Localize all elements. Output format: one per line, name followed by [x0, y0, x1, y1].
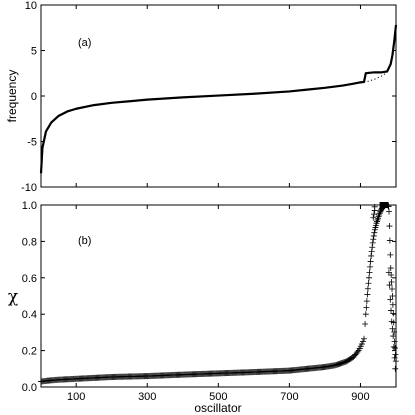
data-point-marker	[370, 236, 377, 243]
panel-b-frame	[40, 204, 397, 388]
data-point-marker	[358, 341, 365, 348]
data-point-marker	[365, 280, 372, 287]
data-point-marker	[359, 338, 366, 345]
data-point-marker	[389, 301, 396, 308]
y-tick-label: 10	[25, 0, 37, 12]
data-point-marker	[369, 244, 376, 251]
dotted-frequency-line	[342, 24, 397, 87]
x-tick-label: 700	[280, 391, 298, 403]
data-point-marker	[370, 214, 377, 221]
data-point-marker	[371, 229, 378, 236]
data-point-marker	[391, 329, 398, 336]
y-tick-label: -5	[27, 137, 37, 149]
data-point-marker	[388, 318, 395, 325]
data-point-marker	[367, 263, 374, 270]
panel-a-y-axis-label: frequency	[5, 70, 19, 123]
y-tick-label: 0.8	[22, 236, 37, 248]
data-point-marker	[371, 203, 378, 210]
data-point-marker	[367, 258, 374, 265]
data-point-marker	[364, 291, 371, 298]
data-point-marker	[370, 232, 377, 239]
y-tick-label: 1.0	[22, 200, 37, 212]
data-point-marker	[361, 335, 368, 342]
data-point-marker	[366, 269, 373, 276]
x-tick-label: 100	[67, 391, 85, 403]
panel-a: 10 5 0 -5 -10 (a) frequency	[5, 0, 398, 194]
panel-b-y-axis-label: χ	[8, 287, 18, 307]
data-point-marker	[363, 298, 370, 305]
data-point-marker	[368, 248, 375, 255]
data-point-marker	[385, 203, 392, 210]
data-point-marker	[391, 354, 398, 361]
y-tick-label: 5	[31, 46, 37, 58]
y-tick-label: -10	[21, 182, 37, 194]
panel-a-x-ticks	[75, 5, 361, 187]
data-point-marker	[362, 311, 369, 318]
y-tick-label: 0.0	[22, 382, 37, 394]
data-point-marker	[392, 365, 399, 372]
data-point-marker	[362, 321, 369, 328]
data-point-marker	[391, 338, 398, 345]
data-point-marker	[368, 252, 375, 259]
data-point-marker	[363, 304, 370, 311]
data-point-marker	[392, 345, 399, 352]
data-point-marker	[390, 343, 397, 350]
solid-frequency-line	[39, 24, 398, 174]
y-tick-label: 0.6	[22, 273, 37, 285]
data-point-marker	[386, 223, 393, 230]
data-point-marker	[385, 203, 392, 210]
x-tick-label: 300	[138, 391, 156, 403]
data-point-marker	[385, 269, 392, 276]
data-point-marker	[375, 213, 382, 220]
panel-b-label: (b)	[78, 235, 91, 247]
data-point-marker	[376, 212, 383, 219]
data-point-marker	[365, 274, 372, 281]
y-tick-label: 0.2	[22, 346, 37, 358]
x-tick-label: 500	[209, 391, 227, 403]
data-point-marker	[387, 265, 394, 272]
data-point-marker	[386, 237, 393, 244]
data-point-marker	[392, 351, 399, 358]
panel-b-x-ticks: 100 300 500 700 900	[67, 205, 370, 403]
data-point-marker	[388, 307, 395, 314]
x-tick-label: 900	[351, 391, 369, 403]
panel-b-y-ticks: 1.0 0.8 0.6 0.4 0.2 0.0	[22, 200, 396, 394]
data-point-marker	[387, 251, 394, 258]
data-point-marker	[373, 218, 380, 225]
panel-b: 1.0 0.8 0.6 0.4 0.2 0.0 100 300 500 700 900 (b) χ…	[8, 200, 399, 415]
data-point-marker	[387, 296, 394, 303]
data-point-marker	[388, 279, 395, 286]
data-point-marker	[390, 333, 397, 340]
y-tick-label: 0	[31, 91, 37, 103]
data-point-marker	[369, 239, 376, 246]
panel-a-series	[39, 24, 398, 174]
data-point-marker	[389, 293, 396, 299]
data-point-marker	[389, 325, 396, 332]
data-point-marker	[386, 282, 393, 289]
panel-a-y-ticks: 10 5 0 -5 -10	[21, 0, 396, 194]
data-point-marker	[370, 211, 377, 218]
panel-b-series	[38, 202, 399, 385]
data-point-marker	[389, 286, 396, 293]
data-point-marker	[364, 285, 371, 292]
data-point-marker	[376, 210, 383, 217]
data-point-marker	[386, 208, 393, 215]
data-point-marker	[392, 358, 399, 365]
panel-a-label: (a)	[78, 37, 91, 49]
data-point-marker	[375, 215, 382, 222]
data-point-marker	[354, 348, 361, 355]
panel-b-x-axis-label: oscillator	[194, 401, 241, 415]
y-tick-label: 0.4	[22, 309, 37, 321]
